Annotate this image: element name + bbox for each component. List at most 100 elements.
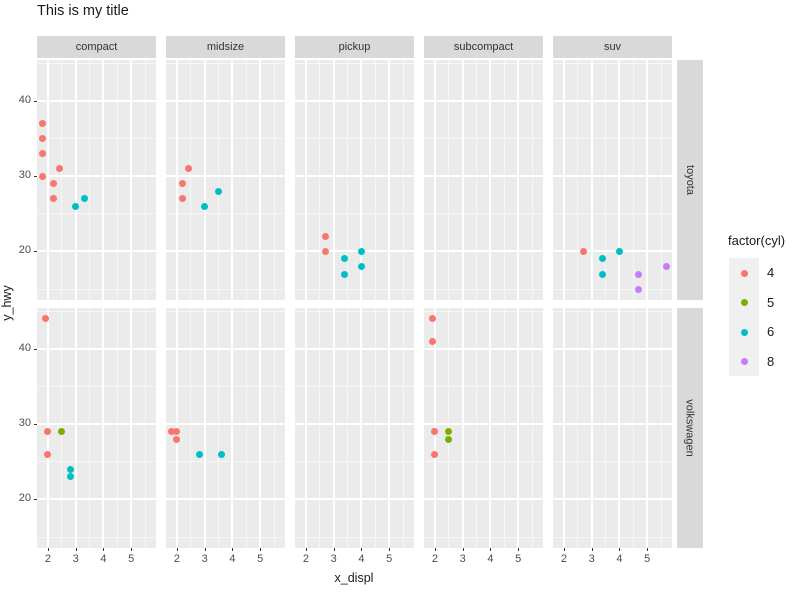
x-tick-label: 3 <box>330 553 337 565</box>
data-point <box>38 120 46 128</box>
gridline-minor <box>553 536 672 538</box>
gridline-minor <box>319 308 321 548</box>
gridline-major <box>166 348 285 350</box>
gridline-minor <box>37 213 156 215</box>
gridline-major <box>553 423 672 426</box>
gridline-minor <box>166 288 285 290</box>
data-point <box>41 315 49 323</box>
y-tick-label: 20 <box>18 244 31 257</box>
panel-volkswagen-subcompact <box>424 308 543 548</box>
data-point <box>72 202 80 210</box>
gridline-major <box>618 308 621 548</box>
data-point <box>195 450 203 458</box>
gridline-minor <box>245 308 247 548</box>
x-tick-label: 5 <box>257 553 264 565</box>
data-point <box>357 247 365 255</box>
gridline-minor <box>503 60 505 300</box>
x-tick-mark <box>518 548 520 551</box>
gridline-minor <box>424 213 543 215</box>
facet-strip-label: pickup <box>338 41 371 53</box>
x-tick-label: 2 <box>302 553 310 565</box>
gridline-major <box>433 308 436 548</box>
gridline-minor <box>660 308 662 548</box>
gridline-major <box>102 60 105 300</box>
x-tick-mark <box>490 548 492 551</box>
panel-toyota-subcompact <box>424 60 543 300</box>
gridline-minor <box>37 386 156 388</box>
gridline-minor <box>273 308 275 548</box>
gridline-major <box>646 308 649 548</box>
x-tick-label: 2 <box>431 553 439 565</box>
gridline-major <box>433 60 436 300</box>
gridline-minor <box>553 386 672 388</box>
gridline-major <box>175 308 178 548</box>
gridline-minor <box>319 60 321 300</box>
x-tick-mark <box>176 548 178 551</box>
x-tick-label: 4 <box>616 553 623 565</box>
gridline-minor <box>166 461 285 463</box>
gridline-minor <box>116 308 118 548</box>
gridline-major <box>590 308 593 548</box>
gridline-minor <box>190 308 192 548</box>
gridline-minor <box>166 310 285 312</box>
facet-strip-midsize: midsize <box>166 36 285 58</box>
gridline-major <box>259 308 262 548</box>
y-tick-label: 40 <box>18 342 31 354</box>
gridline-major <box>517 60 520 300</box>
gridline-major <box>424 250 543 253</box>
gridline-minor <box>295 138 414 140</box>
data-point <box>173 435 181 443</box>
legend-label: 6 <box>767 324 775 339</box>
gridline-minor <box>144 308 146 548</box>
data-point <box>321 232 329 240</box>
gridline-minor <box>632 308 634 548</box>
y-axis-title: y_hwy <box>0 285 14 321</box>
gridline-minor <box>632 60 634 300</box>
gridline-minor <box>424 62 543 64</box>
gridline-minor <box>37 138 156 140</box>
data-point <box>58 428 66 436</box>
gridline-minor <box>295 310 414 312</box>
facet-strip-toyota: toyota <box>677 60 703 300</box>
gridline-major <box>37 175 156 178</box>
gridline-minor <box>553 138 672 140</box>
gridline-major <box>166 175 285 178</box>
gridline-major <box>562 308 565 548</box>
gridline-major <box>37 348 156 350</box>
x-tick-mark <box>361 548 363 551</box>
gridline-major <box>553 100 672 102</box>
gridline-minor <box>402 308 404 548</box>
gridline-minor <box>295 62 414 64</box>
x-tick-label: 4 <box>487 553 494 565</box>
gridline-major <box>304 308 307 548</box>
legend-dot-8-icon <box>740 358 748 365</box>
gridline-minor <box>347 308 349 548</box>
x-tick-mark <box>75 548 77 551</box>
gridline-minor <box>61 308 63 548</box>
data-point <box>50 195 57 203</box>
facet-strip-label: subcompact <box>453 41 514 53</box>
panel-toyota-suv <box>553 60 672 300</box>
plot-title: This is my title <box>37 3 129 19</box>
x-tick-label: 3 <box>72 553 79 565</box>
x-tick-mark <box>232 548 234 551</box>
gridline-minor <box>448 308 450 548</box>
gridline-major <box>166 498 285 501</box>
gridline-major <box>424 100 543 102</box>
gridline-major <box>46 60 49 300</box>
gridline-minor <box>531 60 533 300</box>
panel-volkswagen-pickup <box>295 308 414 548</box>
y-tick-label: 40 <box>18 94 31 106</box>
legend-title: factor(cyl) <box>728 233 786 248</box>
data-point <box>615 247 623 255</box>
gridline-minor <box>476 60 478 300</box>
gridline-major <box>517 308 520 548</box>
data-point <box>599 270 607 278</box>
x-tick-mark <box>619 548 621 551</box>
x-tick-mark <box>333 548 335 551</box>
gridline-minor <box>144 60 146 300</box>
x-tick-mark <box>591 548 593 551</box>
gridline-minor <box>37 536 156 538</box>
x-tick-label: 5 <box>128 553 135 565</box>
x-tick-label: 4 <box>229 553 236 565</box>
